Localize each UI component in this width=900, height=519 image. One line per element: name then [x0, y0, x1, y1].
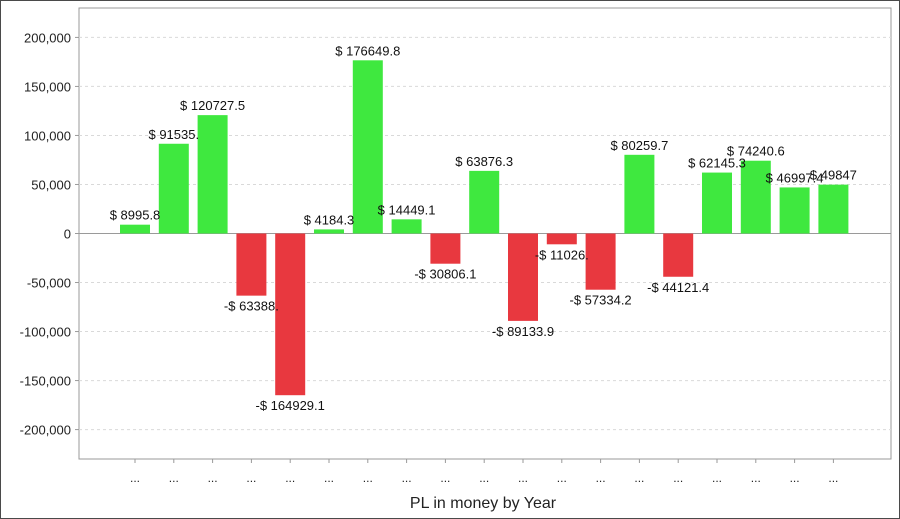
y-tick-label: -50,000 — [27, 276, 71, 291]
x-tick-label: ... — [828, 471, 838, 485]
x-tick-label: ... — [634, 471, 644, 485]
bar[interactable] — [663, 233, 694, 277]
data-label: $ 120727.5 — [180, 98, 245, 113]
y-tick-label: -200,000 — [20, 423, 71, 438]
data-label: -$ 63388. — [224, 299, 279, 314]
x-tick-label: ... — [285, 471, 295, 485]
x-tick-label: ... — [673, 471, 683, 485]
x-tick-label: ... — [596, 471, 606, 485]
bar[interactable] — [779, 187, 810, 234]
data-label: -$ 44121.4 — [647, 280, 709, 295]
data-label: $ 91535. — [148, 127, 199, 142]
bar[interactable] — [352, 60, 383, 234]
bar[interactable] — [236, 233, 267, 296]
x-tick-label: ... — [402, 471, 412, 485]
bar[interactable] — [702, 172, 732, 234]
bar[interactable] — [158, 143, 189, 234]
y-tick-label: -100,000 — [20, 325, 71, 340]
data-label: $ 176649.8 — [335, 43, 400, 58]
bars — [120, 60, 849, 396]
data-label: $ 14449.1 — [378, 202, 436, 217]
x-tick-label: ... — [246, 471, 256, 485]
y-tick-label: 200,000 — [24, 30, 71, 45]
x-axis-ticks: ........................................… — [130, 459, 838, 485]
data-label: $ 74240.6 — [727, 144, 785, 159]
bar[interactable] — [430, 233, 461, 264]
y-tick-label: 50,000 — [31, 177, 71, 192]
x-tick-label: ... — [169, 471, 179, 485]
bar[interactable] — [546, 233, 577, 245]
data-label: $ 4184.3 — [304, 212, 355, 227]
x-tick-label: ... — [518, 471, 528, 485]
bar[interactable] — [120, 224, 150, 234]
y-tick-label: 0 — [64, 227, 71, 242]
x-tick-label: ... — [208, 471, 218, 485]
y-axis-ticks: -200,000 -150,000 -100,000 -50,000 0 50,000 10… — [20, 30, 79, 438]
x-tick-label: ... — [751, 471, 761, 485]
data-label: $ 62145.3 — [688, 156, 746, 171]
data-label: $ 46997.4 — [766, 170, 824, 185]
data-label: -$ 30806.1 — [414, 267, 476, 282]
x-tick-label: ... — [324, 471, 334, 485]
data-labels: $ 8995.8 $ 91535. $ 120727.5 -$ 63388. -$ 16… — [110, 43, 857, 413]
bar[interactable] — [391, 219, 422, 234]
y-tick-label: -150,000 — [20, 374, 71, 389]
data-label: $ 49847 — [810, 168, 857, 183]
y-tick-label: 100,000 — [24, 128, 71, 143]
x-tick-label: ... — [790, 471, 800, 485]
bar[interactable] — [585, 233, 616, 290]
x-tick-label: ... — [712, 471, 722, 485]
x-tick-label: ... — [130, 471, 140, 485]
bar[interactable] — [624, 154, 655, 234]
y-tick-label: 150,000 — [24, 79, 71, 94]
data-label: -$ 164929.1 — [255, 398, 324, 413]
bar[interactable] — [740, 160, 771, 234]
bar[interactable] — [508, 233, 538, 321]
bar[interactable] — [314, 229, 344, 234]
x-tick-label: ... — [363, 471, 373, 485]
x-axis-title: PL in money by Year — [410, 495, 557, 512]
data-label: $ 63876.3 — [455, 154, 513, 169]
x-tick-label: ... — [440, 471, 450, 485]
bar[interactable] — [818, 184, 849, 234]
data-label: $ 80259.7 — [610, 138, 668, 153]
data-label: -$ 57334.2 — [570, 293, 632, 308]
bar[interactable] — [275, 233, 306, 396]
data-label: $ 8995.8 — [110, 208, 161, 223]
data-label: -$ 11026. — [535, 247, 589, 262]
bar[interactable] — [197, 115, 228, 234]
x-tick-label: ... — [557, 471, 567, 485]
data-label: -$ 89133.9 — [492, 324, 554, 339]
x-tick-label: ... — [479, 471, 489, 485]
bar[interactable] — [469, 170, 500, 234]
